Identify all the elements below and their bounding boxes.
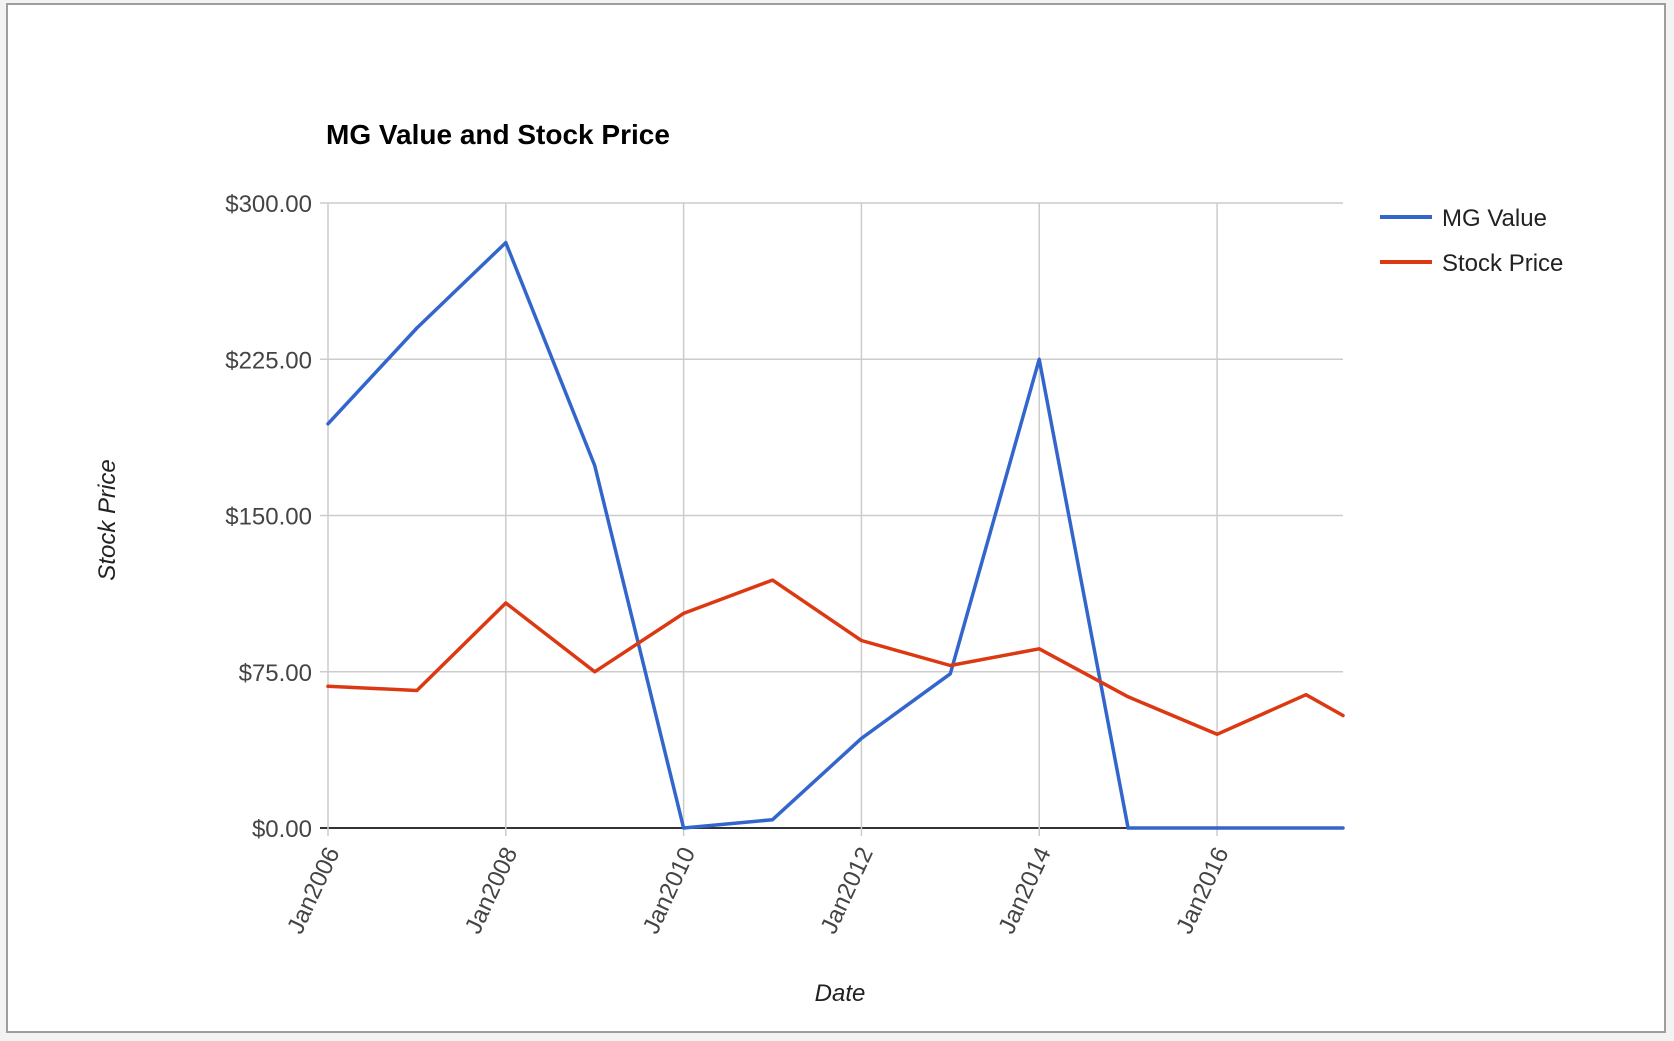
x-tick-label: Jan2008 — [460, 843, 523, 938]
y-axis-title: Stock Price — [94, 459, 121, 580]
gridlines — [320, 202, 1343, 836]
legend-item-mg-value[interactable]: MG Value — [1380, 205, 1547, 232]
x-tick-label: Jan2010 — [638, 843, 701, 938]
legend-label-stock-price: Stock Price — [1442, 250, 1563, 277]
x-tick-label: Jan2016 — [1171, 843, 1234, 938]
x-tick-label: Jan2012 — [815, 843, 878, 938]
y-tick-label: $150.00 — [225, 504, 312, 531]
y-tick-label: $225.00 — [225, 347, 312, 374]
y-axis-ticks: $0.00 $75.00 $150.00 $225.00 $300.00 — [225, 191, 312, 843]
series-line-stock-price — [326, 578, 1345, 737]
legend-label-mg-value: MG Value — [1442, 205, 1547, 232]
chart-container[interactable]: MG Value and Stock Price $0.00 $75.00 $150… — [6, 3, 1666, 1033]
x-tick-label: Jan2014 — [993, 843, 1056, 938]
chart-title: MG Value and Stock Price — [326, 119, 670, 150]
y-tick-label: $75.00 — [239, 660, 312, 687]
y-tick-label: $0.00 — [252, 816, 312, 843]
x-tick-label: Jan2006 — [282, 843, 345, 938]
series-lines — [326, 240, 1345, 830]
legend-item-stock-price[interactable]: Stock Price — [1380, 250, 1563, 277]
y-tick-label: $300.00 — [225, 191, 312, 218]
series-line-mg-value — [326, 240, 1345, 830]
legend: MG Value Stock Price — [1380, 205, 1563, 277]
x-axis-title: Date — [815, 980, 866, 1007]
x-axis-ticks: Jan2006 Jan2008 Jan2010 Jan2012 Jan2014 Jan20… — [282, 843, 1234, 938]
line-chart: MG Value and Stock Price $0.00 $75.00 $150… — [94, 119, 1563, 1007]
